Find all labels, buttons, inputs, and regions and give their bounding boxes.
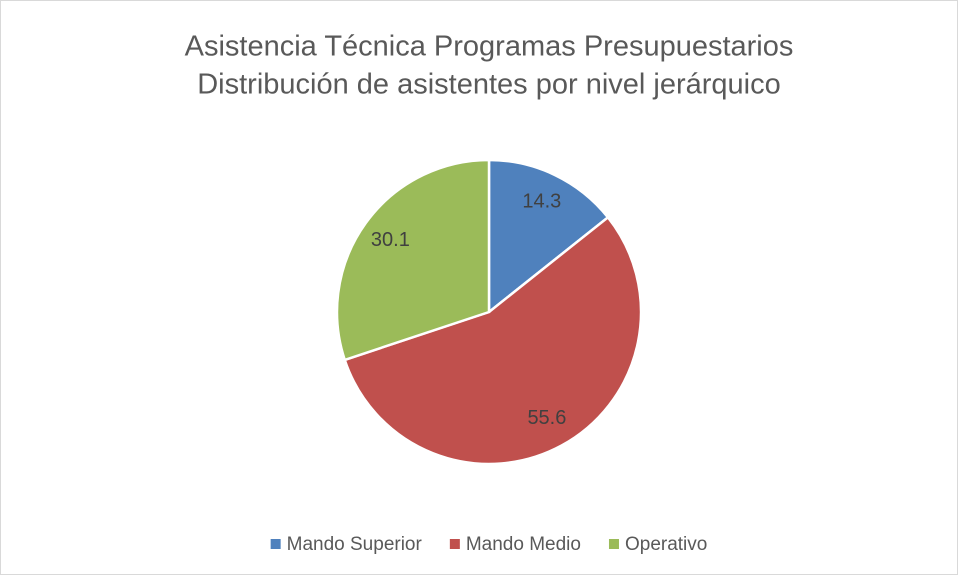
legend-label: Operativo — [625, 534, 707, 555]
chart-title: Asistencia Técnica Programas Presupuesta… — [185, 31, 794, 63]
pie-slice — [335, 158, 491, 362]
legend-marker — [270, 539, 281, 549]
legend-marker — [608, 539, 619, 549]
chart-subtitle: Distribución de asistentes por nivel jer… — [197, 69, 781, 101]
data-label: 55.6 — [527, 407, 566, 429]
pie-slice — [487, 158, 610, 315]
pie-slice — [343, 215, 643, 466]
data-label: 14.3 — [522, 191, 561, 213]
legend-label: Mando Superior — [287, 534, 423, 555]
legend-label: Mando Medio — [466, 534, 581, 555]
legend-marker — [449, 539, 460, 549]
data-label: 30.1 — [371, 229, 410, 251]
